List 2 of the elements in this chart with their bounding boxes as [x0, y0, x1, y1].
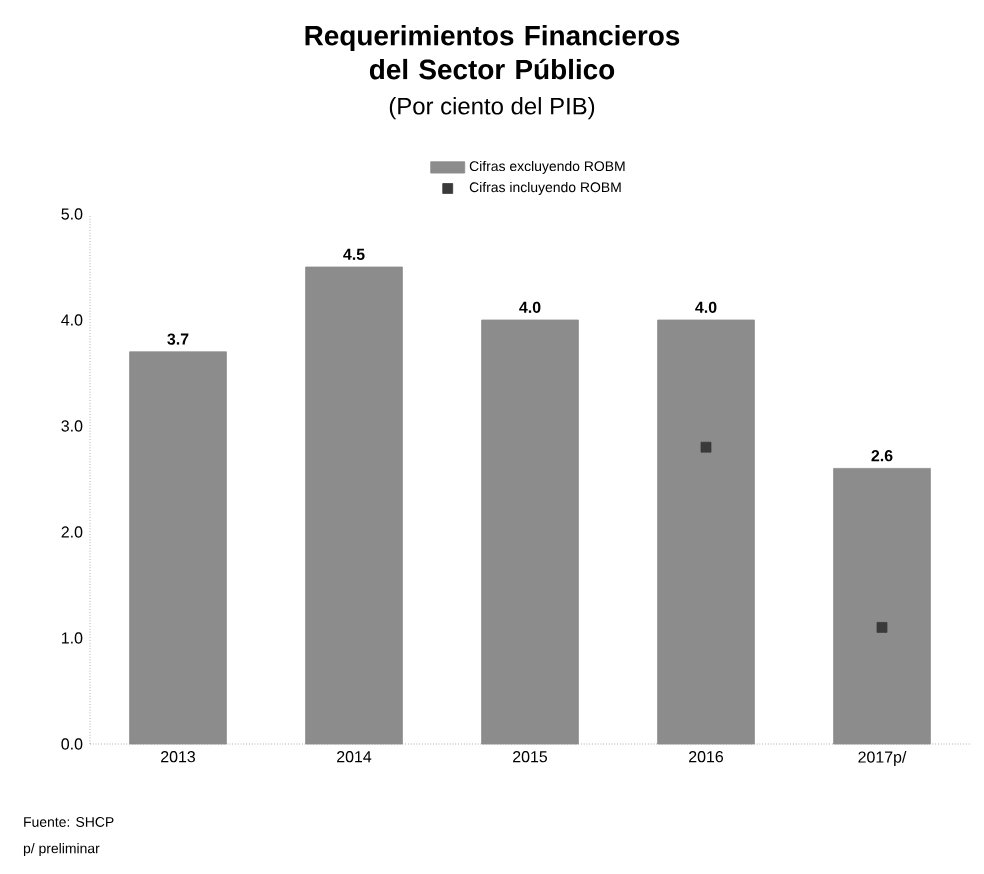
chart-title: Requerimientos Financieros del Sector Público	[305, 25, 680, 80]
chart-subtitle: (Por ciento del PIB)	[389, 97, 595, 120]
